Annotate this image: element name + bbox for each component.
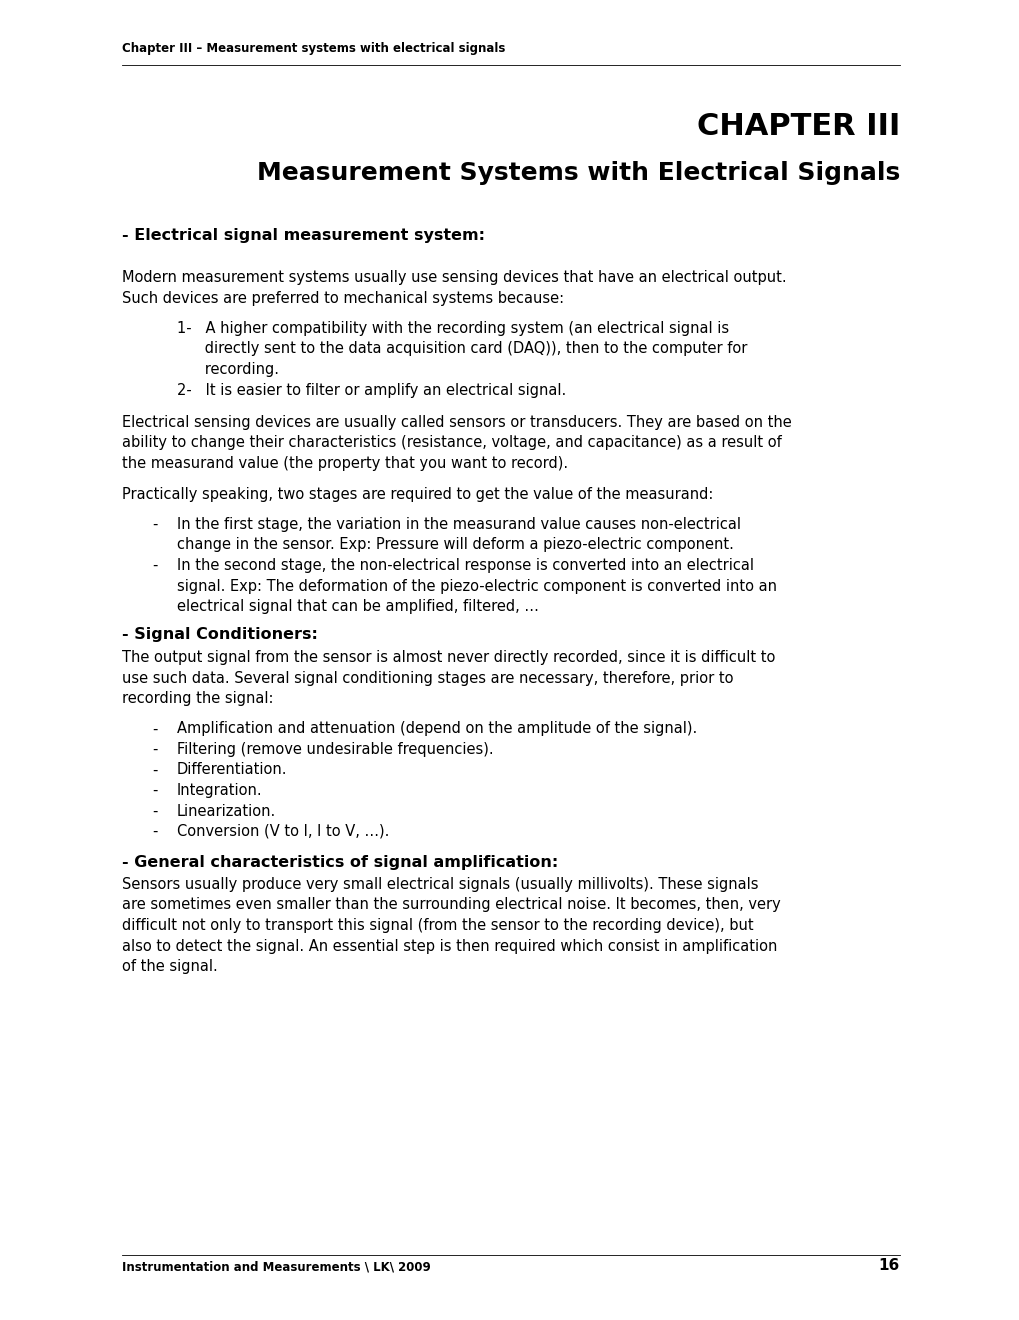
Text: Practically speaking, two stages are required to get the value of the measurand:: Practically speaking, two stages are req… xyxy=(122,487,712,502)
Text: recording.: recording. xyxy=(177,362,279,378)
Text: are sometimes even smaller than the surrounding electrical noise. It becomes, th: are sometimes even smaller than the surr… xyxy=(122,898,780,912)
Text: use such data. Several signal conditioning stages are necessary, therefore, prio: use such data. Several signal conditioni… xyxy=(122,671,733,685)
Text: also to detect the signal. An essential step is then required which consist in a: also to detect the signal. An essential … xyxy=(122,939,776,953)
Text: -: - xyxy=(152,517,157,532)
Text: Filtering (remove undesirable frequencies).: Filtering (remove undesirable frequencie… xyxy=(177,742,493,756)
Text: The output signal from the sensor is almost never directly recorded, since it is: The output signal from the sensor is alm… xyxy=(122,649,774,665)
Text: 16: 16 xyxy=(878,1258,899,1272)
Text: 1-   A higher compatibility with the recording system (an electrical signal is: 1- A higher compatibility with the recor… xyxy=(177,321,729,337)
Text: Modern measurement systems usually use sensing devices that have an electrical o: Modern measurement systems usually use s… xyxy=(122,271,786,285)
Text: In the first stage, the variation in the measurand value causes non-electrical: In the first stage, the variation in the… xyxy=(177,517,740,532)
Text: CHAPTER III: CHAPTER III xyxy=(696,112,899,141)
Text: Instrumentation and Measurements \ LK\ 2009: Instrumentation and Measurements \ LK\ 2… xyxy=(122,1261,430,1272)
Text: -: - xyxy=(152,824,157,840)
Text: -: - xyxy=(152,763,157,777)
Text: -: - xyxy=(152,804,157,818)
Text: electrical signal that can be amplified, filtered, …: electrical signal that can be amplified,… xyxy=(177,599,538,614)
Text: Amplification and attenuation (depend on the amplitude of the signal).: Amplification and attenuation (depend on… xyxy=(177,722,697,737)
Text: difficult not only to transport this signal (from the sensor to the recording de: difficult not only to transport this sig… xyxy=(122,917,753,933)
Text: Chapter III – Measurement systems with electrical signals: Chapter III – Measurement systems with e… xyxy=(122,42,504,55)
Text: of the signal.: of the signal. xyxy=(122,960,217,974)
Text: 2-   It is easier to filter or amplify an electrical signal.: 2- It is easier to filter or amplify an … xyxy=(177,383,566,397)
Text: -: - xyxy=(152,558,157,573)
Text: change in the sensor. Exp: Pressure will deform a piezo-electric component.: change in the sensor. Exp: Pressure will… xyxy=(177,537,733,553)
Text: signal. Exp: The deformation of the piezo-electric component is converted into a: signal. Exp: The deformation of the piez… xyxy=(177,578,776,594)
Text: In the second stage, the non-electrical response is converted into an electrical: In the second stage, the non-electrical … xyxy=(177,558,753,573)
Text: Differentiation.: Differentiation. xyxy=(177,763,287,777)
Text: the measurand value (the property that you want to record).: the measurand value (the property that y… xyxy=(122,455,568,471)
Text: -: - xyxy=(152,783,157,799)
Text: Conversion (V to I, I to V, …).: Conversion (V to I, I to V, …). xyxy=(177,824,389,840)
Text: Electrical sensing devices are usually called sensors or transducers. They are b: Electrical sensing devices are usually c… xyxy=(122,414,791,430)
Text: Linearization.: Linearization. xyxy=(177,804,276,818)
Text: - Electrical signal measurement system:: - Electrical signal measurement system: xyxy=(122,228,484,243)
Text: -: - xyxy=(152,742,157,756)
Text: Such devices are preferred to mechanical systems because:: Such devices are preferred to mechanical… xyxy=(122,290,564,305)
Text: Integration.: Integration. xyxy=(177,783,262,799)
Text: -: - xyxy=(152,722,157,737)
Text: Sensors usually produce very small electrical signals (usually millivolts). Thes: Sensors usually produce very small elect… xyxy=(122,876,758,892)
Text: ability to change their characteristics (resistance, voltage, and capacitance) a: ability to change their characteristics … xyxy=(122,436,781,450)
Text: directly sent to the data acquisition card (DAQ)), then to the computer for: directly sent to the data acquisition ca… xyxy=(177,342,747,356)
Text: Measurement Systems with Electrical Signals: Measurement Systems with Electrical Sign… xyxy=(257,161,899,185)
Text: recording the signal:: recording the signal: xyxy=(122,690,273,706)
Text: - Signal Conditioners:: - Signal Conditioners: xyxy=(122,627,318,643)
Text: - General characteristics of signal amplification:: - General characteristics of signal ampl… xyxy=(122,854,557,870)
